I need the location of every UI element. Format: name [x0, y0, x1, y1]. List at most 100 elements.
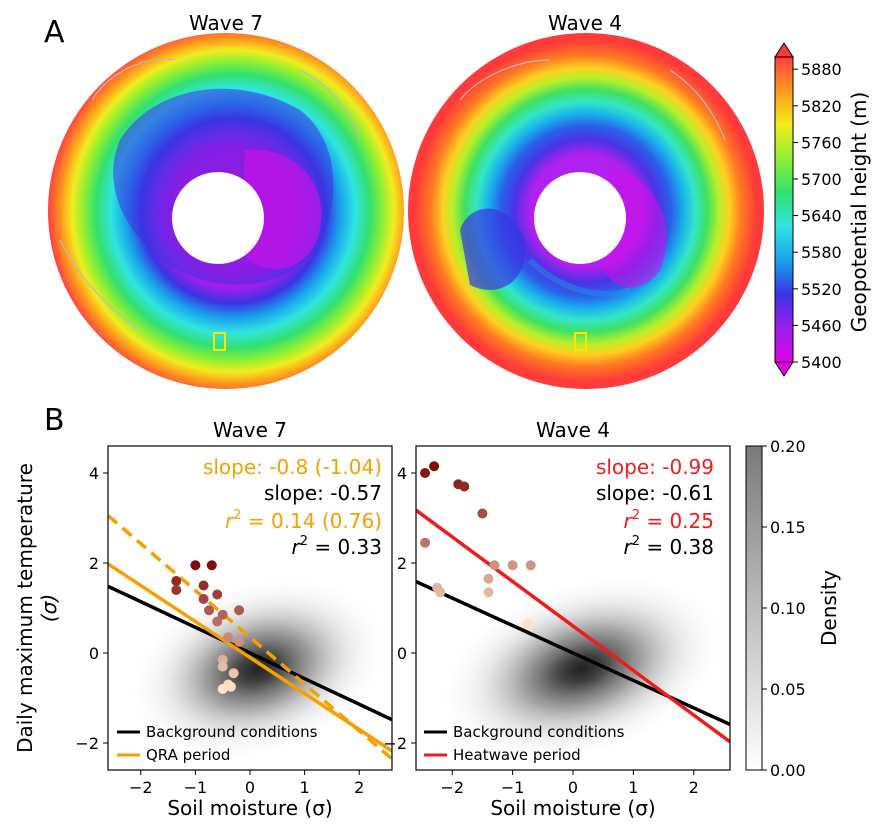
y-tick-label: −2 — [75, 734, 99, 753]
event-point — [198, 594, 209, 604]
annotation-r2-event-right: r2 = 0.25 — [623, 508, 714, 533]
density-colorbar-tick: 0.05 — [770, 680, 806, 699]
event-point — [420, 537, 431, 548]
event-point — [228, 668, 239, 679]
legend-item-heatwave: Heatwave period — [453, 746, 581, 764]
event-point — [234, 636, 245, 647]
annotation-slope-event-left: slope: -0.8 (-1.04) — [203, 455, 382, 479]
scatter-plot-wave7: −2 −1 0 1 2 −2 0 2 4 — [75, 445, 393, 797]
annotation-r2-bg-left: r2 = 0.33 — [291, 534, 382, 559]
event-point — [459, 481, 470, 492]
annotation-slope-bg-left: slope: -0.57 — [264, 481, 382, 505]
map-title-wave7: Wave 7 — [189, 11, 263, 35]
annotation-slope-bg-right: slope: -0.61 — [596, 481, 714, 505]
y-tick-label: 4 — [89, 464, 99, 483]
background-density-cloud — [523, 630, 641, 707]
density-colorbar-tick: 0.00 — [770, 761, 806, 780]
regression-line — [108, 584, 392, 722]
regression-line — [416, 580, 730, 726]
density-colorbar: 0.20 0.15 0.10 0.05 0.00 Density — [745, 437, 841, 780]
x-tick-label: 1 — [628, 778, 638, 797]
legend-right: Background conditions Heatwave period — [424, 723, 625, 764]
legend-left: Background conditions QRA period — [117, 723, 318, 764]
regression-line — [108, 514, 392, 761]
event-point — [483, 573, 494, 584]
event-point — [429, 461, 440, 472]
y-tick-label: 2 — [397, 554, 407, 573]
annotation-r2-event-left: r2 = 0.14 (0.76) — [225, 508, 382, 533]
x-axis-label-left: Soil moisture (σ) — [167, 796, 332, 820]
legend-item-background-left: Background conditions — [146, 723, 318, 741]
event-point — [225, 681, 236, 692]
panel-label-b: B — [44, 403, 65, 438]
event-point — [198, 580, 209, 591]
map-pole-hole — [172, 172, 264, 264]
geo-colorbar-tick: 5760 — [801, 133, 842, 152]
event-point — [171, 576, 182, 586]
event-point — [489, 560, 500, 571]
geo-colorbar-tick: 5520 — [801, 280, 842, 299]
geo-colorbar-tick: 5640 — [801, 207, 842, 226]
geo-colorbar-label: Geopotential height (m) — [847, 92, 871, 333]
x-tick-label: −2 — [129, 778, 153, 797]
event-point — [507, 560, 518, 571]
event-point — [420, 468, 431, 478]
y-tick-label: 4 — [397, 464, 407, 483]
y-tick-label: 0 — [89, 644, 99, 663]
panel-label-a: A — [44, 15, 65, 50]
geo-colorbar-tick: 5820 — [801, 97, 842, 116]
geo-colorbar-tick: 5700 — [801, 170, 842, 189]
x-tick-label: 0 — [568, 778, 578, 797]
event-point — [212, 589, 223, 600]
geo-colorbar-tick: 5460 — [801, 316, 842, 335]
y-tick-label: 0 — [397, 644, 407, 663]
regression-line — [416, 508, 730, 744]
event-point — [206, 560, 217, 571]
region-box — [574, 332, 587, 351]
annotation-slope-event-right: slope: -0.99 — [596, 455, 714, 479]
polar-map-wave7 — [48, 33, 404, 389]
x-tick-label: −1 — [501, 778, 525, 797]
event-point — [171, 585, 182, 595]
event-point — [204, 605, 215, 616]
geo-colorbar-tick: 5880 — [801, 60, 842, 79]
x-tick-label: 2 — [354, 778, 364, 797]
event-point — [525, 560, 536, 571]
event-point — [217, 609, 228, 620]
scatter-title-wave7: Wave 7 — [213, 418, 287, 442]
scatter-title-wave4: Wave 4 — [536, 418, 610, 442]
x-tick-label: 2 — [689, 778, 699, 797]
event-point — [522, 618, 533, 629]
event-point — [212, 616, 223, 627]
annotation-r2-bg-right: r2 = 0.38 — [623, 534, 714, 559]
polar-map-wave4 — [408, 33, 764, 389]
x-tick-label: 0 — [245, 778, 255, 797]
geo-colorbar-tick: 5580 — [801, 243, 842, 262]
legend-item-qra: QRA period — [146, 746, 230, 764]
x-axis-label-right: Soil moisture (σ) — [490, 796, 655, 820]
legend-item-background-right: Background conditions — [453, 723, 625, 741]
density-colorbar-label: Density — [817, 570, 841, 646]
x-tick-label: −2 — [440, 778, 464, 797]
event-point — [477, 508, 488, 519]
x-tick-label: −1 — [184, 778, 208, 797]
event-point — [217, 661, 228, 672]
event-point — [223, 632, 234, 643]
geo-colorbar: 5880 5820 5760 5700 5640 5580 5520 5460 5400 Geo… — [774, 42, 871, 377]
density-colorbar-tick: 0.20 — [770, 437, 806, 456]
density-colorbar-tick: 0.15 — [770, 518, 806, 537]
x-tick-label: 1 — [300, 778, 310, 797]
y-tick-label: −2 — [383, 734, 407, 753]
geo-colorbar-tick: 5400 — [801, 353, 842, 372]
event-point — [483, 587, 494, 598]
event-point — [190, 560, 201, 571]
y-axis-label-line2: (σ) — [37, 594, 61, 622]
event-point — [234, 605, 245, 616]
density-colorbar-tick: 0.10 — [770, 599, 806, 618]
map-title-wave4: Wave 4 — [548, 11, 622, 35]
region-box — [213, 332, 226, 351]
y-axis-label-line1: Daily maximum temperature — [13, 463, 37, 753]
y-tick-label: 2 — [89, 554, 99, 573]
scatter-plot-wave4: −2 −1 0 1 2 −2 0 2 4 — [383, 445, 731, 797]
